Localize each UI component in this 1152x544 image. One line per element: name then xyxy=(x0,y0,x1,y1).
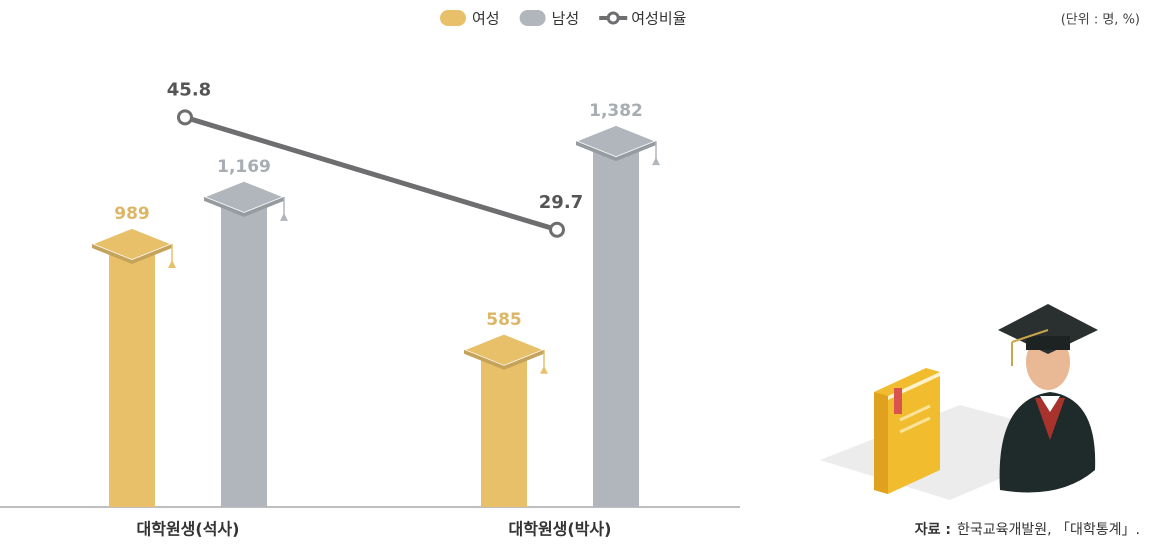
cap xyxy=(464,334,544,366)
tassel-end xyxy=(540,366,548,374)
legend-swatch xyxy=(520,10,546,26)
value-label: 45.8 xyxy=(167,79,211,100)
source: 자료 : 한국교육개발원, 「대학통계」. xyxy=(915,522,1140,538)
line-marker xyxy=(179,111,192,124)
tassel-end xyxy=(280,213,288,221)
tassel-end xyxy=(168,260,176,268)
value-label: 29.7 xyxy=(539,192,583,213)
chart: (단위 : 명, %) 자료 : 한국교육개발원, 「대학통계」. 대학원생(석사… xyxy=(0,0,1152,544)
cap xyxy=(576,125,656,157)
line-marker xyxy=(551,223,564,236)
page: (단위 : 명, %) 자료 : 한국교육개발원, 「대학통계」. 대학원생(석사… xyxy=(0,0,1152,544)
value-label: 585 xyxy=(486,310,522,330)
bar xyxy=(593,145,639,507)
bar xyxy=(481,354,527,507)
cap xyxy=(92,228,172,260)
legend-swatch xyxy=(440,10,466,26)
legend-marker xyxy=(608,13,618,23)
x-tick-label: 대학원생(박사) xyxy=(509,520,612,539)
bar xyxy=(221,201,267,507)
legend-label: 여성비율 xyxy=(631,10,686,28)
tassel-end xyxy=(652,157,660,165)
value-label: 1,169 xyxy=(217,157,271,177)
legend-label: 남성 xyxy=(552,10,580,28)
value-label: 1,382 xyxy=(589,101,643,121)
source-label: 자료 : xyxy=(915,522,951,538)
source-text: 한국교육개발원, 「대학통계」. xyxy=(957,522,1140,538)
illustration xyxy=(820,304,1098,500)
value-label: 989 xyxy=(114,204,150,224)
bar xyxy=(109,248,155,507)
unit-label: (단위 : 명, %) xyxy=(1061,13,1140,28)
cap xyxy=(204,181,284,213)
x-tick-label: 대학원생(석사) xyxy=(137,520,240,539)
legend-label: 여성 xyxy=(472,10,500,28)
